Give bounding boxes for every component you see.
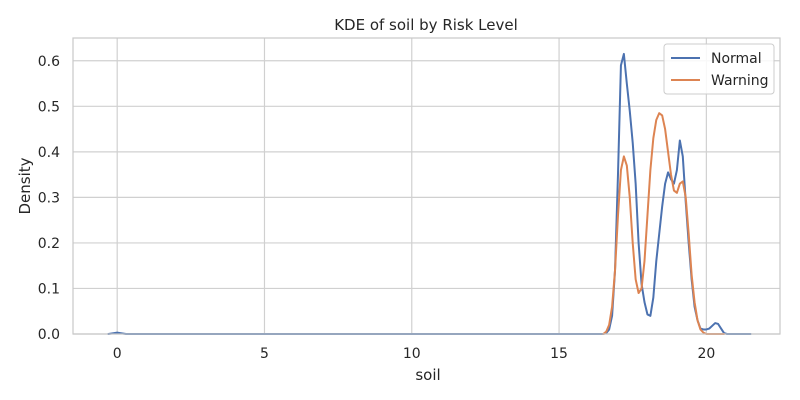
plot-frame <box>72 37 781 335</box>
series-line-warning <box>602 112 726 335</box>
chart-title: KDE of soil by Risk Level <box>334 16 518 34</box>
x-tick-label: 15 <box>550 346 568 362</box>
y-tick-label: 0.4 <box>38 145 60 161</box>
series-layer <box>107 52 752 335</box>
legend-box <box>663 43 775 95</box>
x-tick-label: 20 <box>697 346 715 362</box>
y-tick-label: 0.1 <box>38 281 60 297</box>
tick-labels: 0 5 10 15 20 0.0 0.1 0.2 0.3 0.4 0.5 0.6 <box>38 54 716 362</box>
x-tick-label: 0 <box>113 346 122 362</box>
legend-label-warning: Warning <box>711 73 769 89</box>
y-tick-label: 0.0 <box>38 327 60 343</box>
legend-label-normal: Normal <box>711 51 762 67</box>
y-tick-label: 0.3 <box>38 190 60 206</box>
x-tick-label: 10 <box>403 346 421 362</box>
y-tick-label: 0.6 <box>38 54 60 70</box>
legend: Normal Warning <box>663 43 775 95</box>
y-tick-label: 0.2 <box>38 236 60 252</box>
x-axis-title: soil <box>415 366 440 384</box>
x-tick-label: 5 <box>260 346 269 362</box>
y-tick-label: 0.5 <box>38 99 60 115</box>
y-axis-title: Density <box>16 157 34 214</box>
series-line-normal <box>107 52 752 335</box>
